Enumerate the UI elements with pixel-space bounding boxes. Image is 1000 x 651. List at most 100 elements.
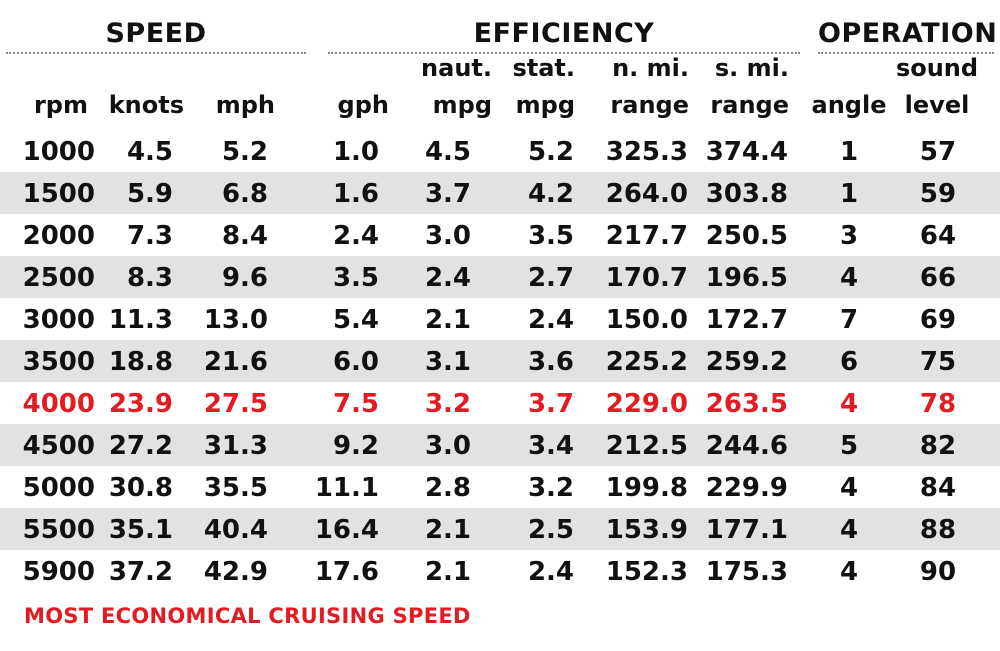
cell-gph: 16.4 xyxy=(314,515,379,545)
table-body: 1000 4.5 5.2 1.0 4.5 5.2 325.3 374.4 1 57 1500 5.9 6… xyxy=(0,130,1000,592)
cell-smi-range: 175.3 xyxy=(705,557,788,587)
cell-nmi-range: 325.3 xyxy=(605,137,688,167)
cell-mph: 35.5 xyxy=(203,473,268,503)
table-row: 1000 4.5 5.2 1.0 4.5 5.2 325.3 374.4 1 57 xyxy=(0,130,1000,172)
cell-naut-mpg: 3.2 xyxy=(424,389,471,419)
cell-sound-level: 84 xyxy=(919,473,957,503)
cell-gph: 17.6 xyxy=(314,557,379,587)
cell-knots: 7.3 xyxy=(126,221,173,251)
cell-angle: 5 xyxy=(839,431,859,461)
cell-mph: 21.6 xyxy=(203,347,268,377)
cell-mph: 31.3 xyxy=(203,431,268,461)
cell-smi-range: 263.5 xyxy=(705,389,788,419)
column-header-nmi-range-line2: range xyxy=(610,91,689,119)
cell-nmi-range: 170.7 xyxy=(605,263,688,293)
cell-smi-range: 177.1 xyxy=(705,515,788,545)
cell-knots: 27.2 xyxy=(108,431,173,461)
cell-angle: 1 xyxy=(839,137,859,167)
table-row: 5000 30.8 35.5 11.1 2.8 3.2 199.8 229.9 4 84 xyxy=(0,466,1000,508)
table-row: 2500 8.3 9.6 3.5 2.4 2.7 170.7 196.5 4 66 xyxy=(0,256,1000,298)
cell-angle: 3 xyxy=(839,221,859,251)
cell-smi-range: 244.6 xyxy=(705,431,788,461)
cell-naut-mpg: 2.4 xyxy=(424,263,471,293)
cell-stat-mpg: 2.4 xyxy=(527,557,574,587)
cell-stat-mpg: 5.2 xyxy=(527,137,574,167)
cell-angle: 4 xyxy=(839,515,859,545)
cell-sound-level: 64 xyxy=(919,221,957,251)
cell-naut-mpg: 3.0 xyxy=(424,431,471,461)
cell-naut-mpg: 3.1 xyxy=(424,347,471,377)
cell-naut-mpg: 2.1 xyxy=(424,557,471,587)
cell-knots: 8.3 xyxy=(126,263,173,293)
cell-stat-mpg: 3.5 xyxy=(527,221,574,251)
cell-sound-level: 66 xyxy=(919,263,957,293)
cell-rpm: 2000 xyxy=(22,221,95,251)
cell-nmi-range: 153.9 xyxy=(605,515,688,545)
cell-nmi-range: 225.2 xyxy=(605,347,688,377)
column-header-smi-range-line1: s. mi. xyxy=(714,54,789,82)
table-row: 3000 11.3 13.0 5.4 2.1 2.4 150.0 172.7 7 69 xyxy=(0,298,1000,340)
cell-stat-mpg: 2.7 xyxy=(527,263,574,293)
cell-gph: 1.6 xyxy=(332,179,379,209)
cell-stat-mpg: 2.5 xyxy=(527,515,574,545)
cell-angle: 7 xyxy=(839,305,859,335)
cell-smi-range: 229.9 xyxy=(705,473,788,503)
table-row: 5500 35.1 40.4 16.4 2.1 2.5 153.9 177.1 4 88 xyxy=(0,508,1000,550)
cell-nmi-range: 212.5 xyxy=(605,431,688,461)
cell-mph: 6.8 xyxy=(221,179,268,209)
cell-smi-range: 374.4 xyxy=(705,137,788,167)
column-header-angle-line2: angle xyxy=(811,91,887,119)
column-header-naut-mpg-line2: mpg xyxy=(432,91,492,119)
cell-rpm: 1500 xyxy=(22,179,95,209)
cell-angle: 6 xyxy=(839,347,859,377)
cell-angle: 4 xyxy=(839,389,859,419)
table-row-highlighted: 4000 23.9 27.5 7.5 3.2 3.7 229.0 263.5 4 78 xyxy=(0,382,1000,424)
cell-knots: 18.8 xyxy=(108,347,173,377)
cell-angle: 4 xyxy=(839,557,859,587)
cell-gph: 9.2 xyxy=(332,431,379,461)
column-header-knots-line2: knots xyxy=(108,91,184,119)
cell-stat-mpg: 2.4 xyxy=(527,305,574,335)
cell-mph: 40.4 xyxy=(203,515,268,545)
cell-gph: 2.4 xyxy=(332,221,379,251)
cell-angle: 4 xyxy=(839,473,859,503)
cell-gph: 7.5 xyxy=(332,389,379,419)
cell-naut-mpg: 2.1 xyxy=(424,515,471,545)
cell-stat-mpg: 3.4 xyxy=(527,431,574,461)
cell-knots: 5.9 xyxy=(126,179,173,209)
group-header-speed: SPEED xyxy=(6,18,306,54)
table-row: 2000 7.3 8.4 2.4 3.0 3.5 217.7 250.5 3 64 xyxy=(0,214,1000,256)
column-header-nmi-range-line1: n. mi. xyxy=(612,54,689,82)
cell-rpm: 3500 xyxy=(22,347,95,377)
column-header-stat-mpg-line2: mpg xyxy=(515,91,575,119)
cell-naut-mpg: 3.0 xyxy=(424,221,471,251)
column-header-sound-level-line1: sound xyxy=(895,54,979,82)
cell-sound-level: 57 xyxy=(919,137,957,167)
cell-smi-range: 196.5 xyxy=(705,263,788,293)
cell-stat-mpg: 3.2 xyxy=(527,473,574,503)
cell-sound-level: 82 xyxy=(919,431,957,461)
cell-sound-level: 69 xyxy=(919,305,957,335)
cell-nmi-range: 152.3 xyxy=(605,557,688,587)
cell-smi-range: 303.8 xyxy=(705,179,788,209)
cell-gph: 6.0 xyxy=(332,347,379,377)
cell-mph: 42.9 xyxy=(203,557,268,587)
cell-mph: 13.0 xyxy=(203,305,268,335)
group-header-operation: OPERATION xyxy=(818,18,997,54)
cell-sound-level: 88 xyxy=(919,515,957,545)
cell-gph: 1.0 xyxy=(332,137,379,167)
cell-rpm: 5500 xyxy=(22,515,95,545)
cell-nmi-range: 229.0 xyxy=(605,389,688,419)
cell-gph: 3.5 xyxy=(332,263,379,293)
table-row: 1500 5.9 6.8 1.6 3.7 4.2 264.0 303.8 1 59 xyxy=(0,172,1000,214)
cell-stat-mpg: 3.6 xyxy=(527,347,574,377)
cell-mph: 27.5 xyxy=(203,389,268,419)
cell-smi-range: 250.5 xyxy=(705,221,788,251)
cell-rpm: 1000 xyxy=(22,137,95,167)
group-header-efficiency: EFFICIENCY xyxy=(328,18,800,54)
cell-rpm: 2500 xyxy=(22,263,95,293)
cell-sound-level: 75 xyxy=(919,347,957,377)
column-header-sound-level-line2: level xyxy=(904,91,970,119)
cell-rpm: 3000 xyxy=(22,305,95,335)
cell-sound-level: 78 xyxy=(919,389,957,419)
